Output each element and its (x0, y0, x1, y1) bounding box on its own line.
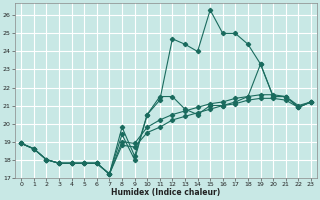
X-axis label: Humidex (Indice chaleur): Humidex (Indice chaleur) (111, 188, 221, 197)
